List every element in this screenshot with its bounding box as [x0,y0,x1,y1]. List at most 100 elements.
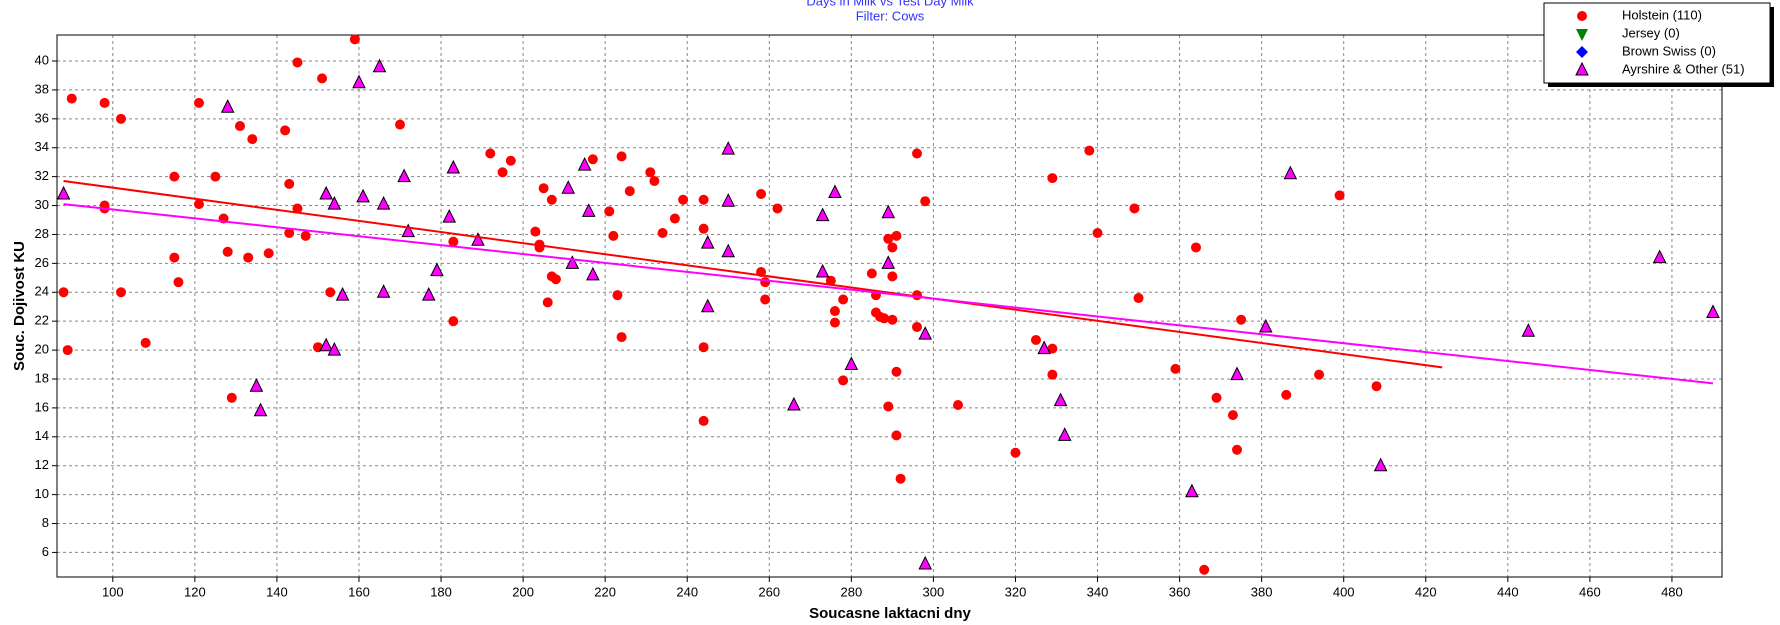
point [881,255,896,269]
point [550,274,561,285]
point [220,99,235,113]
point [173,277,184,288]
point [829,306,840,317]
plot-frame [56,34,1723,578]
point [62,345,73,356]
point [829,317,840,328]
point [116,113,127,124]
point [253,402,268,417]
point [497,167,508,178]
point [58,287,69,298]
point [546,194,557,205]
point [879,313,890,324]
point [292,203,303,214]
point [210,171,221,182]
point [448,316,459,327]
point [1258,318,1273,333]
point [284,228,295,239]
x-tick-label: 480 [1661,584,1683,599]
point [1281,389,1292,400]
point [327,195,342,210]
point [1199,564,1210,575]
point [838,294,849,305]
point [881,204,896,219]
legend-marker [1576,46,1588,58]
y-tick-label: 36 [35,110,49,125]
point [891,366,902,377]
point [193,97,204,108]
point [721,141,736,155]
point [530,226,541,237]
point [372,58,387,73]
legend-label: Ayrshire & Other (51) [1622,61,1745,76]
point [887,314,898,325]
point [700,298,715,313]
point [616,332,627,343]
y-tick-label: 14 [35,428,49,443]
y-tick-label: 34 [35,139,49,154]
y-tick-label: 24 [35,284,49,299]
point [397,168,411,183]
point [226,392,237,403]
point [538,183,549,194]
point [1227,410,1238,421]
point [1133,293,1144,304]
point [430,262,444,277]
y-tick-label: 16 [35,399,49,414]
x-tick-label: 420 [1415,584,1437,599]
point [349,34,360,45]
x-tick-label: 380 [1251,584,1273,599]
legend-marker [1577,11,1587,21]
point [657,228,668,239]
point [883,401,894,412]
point [891,230,902,241]
x-tick-label: 460 [1579,584,1601,599]
point [1283,165,1298,180]
y-tick-label: 20 [35,342,49,357]
point [319,337,333,352]
point [1652,249,1667,264]
x-tick-label: 120 [184,584,206,599]
x-tick-label: 100 [102,584,124,599]
point [721,243,736,258]
point [918,326,933,340]
point [698,223,709,234]
point [325,287,336,298]
x-tick-label: 320 [1005,584,1027,599]
legend-label: Brown Swiss (0) [1622,43,1716,58]
point [760,277,771,288]
y-tick-label: 6 [42,544,49,559]
x-tick-label: 400 [1333,584,1355,599]
point [565,255,580,269]
legend-marker [1576,29,1588,41]
point [883,233,894,244]
point [838,375,849,386]
point [1092,228,1103,239]
point [505,155,516,166]
x-tick-label: 260 [758,584,780,599]
y-tick-label: 38 [35,81,49,96]
point [608,230,619,241]
point [1190,242,1201,253]
point [1010,447,1021,458]
point [1129,203,1140,214]
point [612,290,623,301]
point [649,175,660,186]
point [698,194,709,205]
point [911,321,922,332]
point [772,203,783,214]
point [1236,314,1247,325]
point [1334,190,1345,201]
point [815,263,830,278]
x-tick-label: 160 [348,584,370,599]
point [234,121,245,132]
point [222,246,233,257]
point [116,287,127,298]
x-tick-label: 240 [676,584,698,599]
point [756,188,767,199]
point [56,185,71,200]
point [1037,340,1051,355]
point [448,236,459,247]
point [1047,343,1058,354]
